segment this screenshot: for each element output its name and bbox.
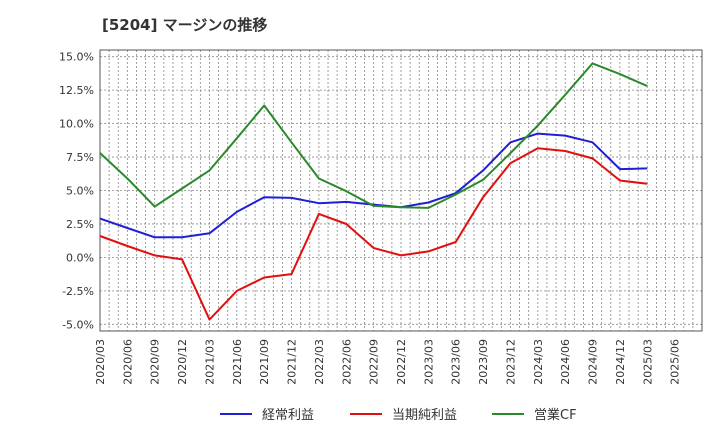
y-axis: 15.0% 12.5% 10.0% 7.5% 5.0% 2.5% 0.0% -2.5% -5.0… xyxy=(59,51,94,332)
x-tick-label: 2024/06 xyxy=(559,339,572,385)
x-tick-label: 2023/03 xyxy=(422,339,435,385)
x-tick-label: 2021/12 xyxy=(286,339,299,385)
x-tick-label: 2024/12 xyxy=(614,339,627,385)
series-line-2 xyxy=(99,147,648,321)
y-tick-label: 0.0% xyxy=(66,251,94,264)
x-tick-label: 2025/03 xyxy=(641,339,654,385)
x-tick-label: 2023/09 xyxy=(477,339,490,385)
grid-layer xyxy=(100,50,702,331)
x-tick-label: 2022/03 xyxy=(313,339,326,385)
x-tick-label: 2020/06 xyxy=(121,339,134,385)
y-tick-label: 5.0% xyxy=(66,185,94,198)
legend: 経常利益 当期純利益 営業CF xyxy=(220,407,577,423)
y-tick-label: -5.0% xyxy=(62,318,94,331)
plot-frame xyxy=(99,49,703,332)
x-tick-label: 2021/09 xyxy=(258,339,271,385)
legend-label: 営業CF xyxy=(534,407,577,423)
chart-title: [5204] マージンの推移 xyxy=(102,16,268,34)
x-tick-label: 2021/06 xyxy=(231,339,244,385)
series-line-1 xyxy=(99,132,648,239)
x-tick-label: 2023/12 xyxy=(504,339,517,385)
y-tick-label: 7.5% xyxy=(66,151,94,164)
x-tick-label: 2022/12 xyxy=(395,339,408,385)
legend-label: 当期純利益 xyxy=(392,408,457,423)
x-tick-label: 2024/03 xyxy=(532,339,545,385)
y-tick-label: 10.0% xyxy=(59,118,94,131)
y-tick-label: 2.5% xyxy=(66,218,94,231)
x-axis: 2020/03 2020/06 2020/09 2020/12 2021/03 2021/… xyxy=(94,339,682,385)
x-tick-label: 2022/09 xyxy=(368,339,381,385)
x-tick-label: 2022/06 xyxy=(340,339,353,385)
x-tick-label: 2023/06 xyxy=(450,339,463,385)
x-tick-label: 2024/09 xyxy=(587,339,600,385)
x-tick-label: 2025/06 xyxy=(669,339,682,385)
x-tick-label: 2020/09 xyxy=(149,339,162,385)
series-line-3 xyxy=(99,62,648,209)
x-tick-label: 2021/03 xyxy=(203,339,216,385)
legend-label: 経常利益 xyxy=(262,408,314,423)
x-tick-label: 2020/03 xyxy=(94,339,107,385)
x-tick-label: 2020/12 xyxy=(176,339,189,385)
series-layer xyxy=(99,62,648,321)
y-tick-label: 15.0% xyxy=(59,51,94,64)
y-tick-label: -2.5% xyxy=(62,285,94,298)
y-tick-label: 12.5% xyxy=(59,84,94,97)
